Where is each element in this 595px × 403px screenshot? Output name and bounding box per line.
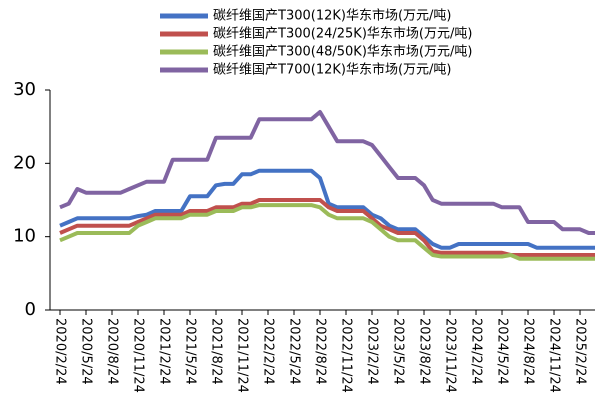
x-tick-label: 2020/8/24 — [105, 318, 120, 385]
x-tick-label: 2021/2/24 — [157, 318, 172, 385]
x-tick-label: 2020/2/24 — [53, 318, 68, 385]
y-tick-label: 0 — [25, 299, 36, 320]
legend-label: 碳纤维国产T300(24/25K)华东市场(万元/吨) — [213, 26, 472, 42]
series-line — [59, 168, 595, 250]
x-tick-label: 2024/5/24 — [495, 318, 510, 385]
x-tick-label: 2020/5/24 — [79, 318, 94, 385]
x-tick-label: 2023/11/24 — [443, 318, 458, 393]
legend-label: 碳纤维国产T300(48/50K)华东市场(万元/吨) — [213, 44, 472, 60]
x-tick-label: 2022/5/24 — [287, 318, 302, 385]
y-tick-label: 10 — [13, 226, 36, 247]
y-tick-label: 20 — [13, 152, 36, 173]
series-line — [59, 110, 595, 235]
x-tick-label: 2021/5/24 — [183, 318, 198, 385]
x-tick-label: 2025/2/24 — [573, 318, 588, 385]
x-tick-label: 2024/8/24 — [521, 318, 536, 385]
x-tick-label: 2023/2/24 — [365, 318, 380, 385]
x-tick-label: 2023/5/24 — [391, 318, 406, 385]
x-tick-label: 2022/2/24 — [261, 318, 276, 385]
x-tick-label: 2024/11/24 — [547, 318, 562, 393]
x-tick-label: 2021/8/24 — [209, 318, 224, 385]
x-tick-label: 2024/2/24 — [469, 318, 484, 385]
x-tick-label: 2023/8/24 — [417, 318, 432, 385]
legend-label: 碳纤维国产T700(12K)华东市场(万元/吨) — [213, 62, 452, 78]
x-tick-label: 2020/11/24 — [131, 318, 146, 393]
x-tick-label: 2022/11/24 — [339, 318, 354, 393]
x-tick-label: 2021/11/24 — [235, 318, 250, 393]
x-tick-label: 2022/8/24 — [313, 318, 328, 385]
y-tick-label: 30 — [13, 79, 36, 100]
series-line — [59, 203, 595, 261]
legend-label: 碳纤维国产T300(12K)华东市场(万元/吨) — [213, 8, 452, 24]
